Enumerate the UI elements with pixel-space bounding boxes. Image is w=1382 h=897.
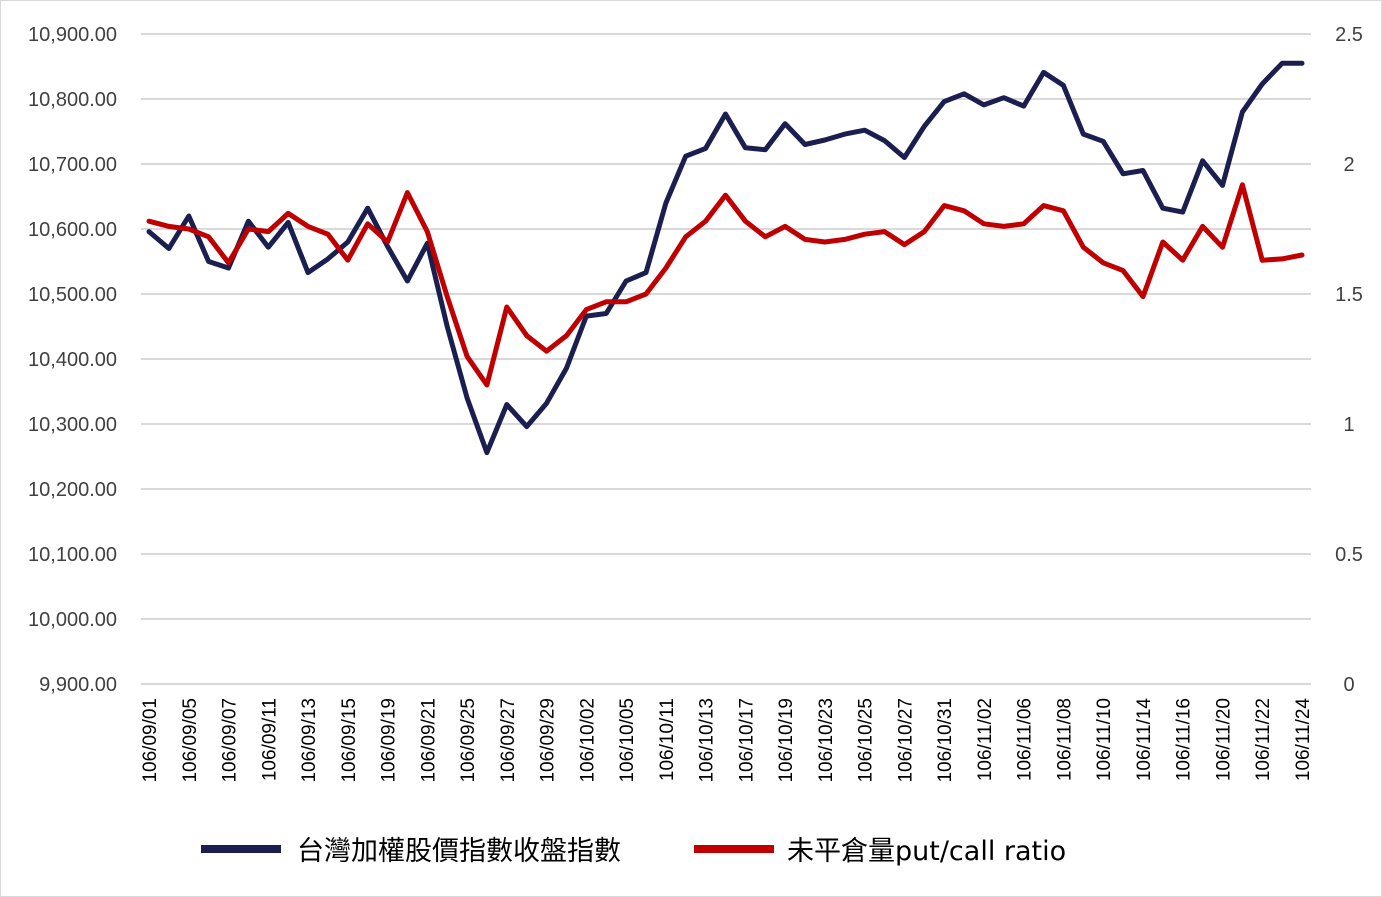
x-tick-label: 106/10/17	[736, 698, 757, 783]
legend-swatch-ratio	[694, 845, 774, 853]
series-lines	[146, 60, 1305, 456]
x-tick-label: 106/10/23	[816, 698, 837, 783]
left-tick-label: 10,900.00	[28, 24, 117, 46]
x-tick-label: 106/09/05	[180, 698, 201, 783]
x-tick-label: 106/09/13	[299, 698, 320, 783]
x-tick-label: 106/09/21	[418, 698, 439, 783]
x-tick-label: 106/09/01	[140, 698, 161, 783]
x-tick-label: 106/10/05	[617, 698, 638, 783]
left-tick-label: 10,800.00	[28, 89, 117, 111]
x-tick-label: 106/11/10	[1094, 698, 1115, 781]
series-line-index	[146, 60, 1305, 456]
x-tick-label: 106/10/31	[935, 698, 956, 783]
left-tick-label: 10,000.00	[28, 609, 117, 631]
left-tick-label: 10,200.00	[28, 479, 117, 501]
x-tick-label: 106/11/24	[1293, 698, 1314, 782]
x-tick-label: 106/10/13	[697, 698, 718, 783]
x-axis-ticks: 106/09/01 106/09/05 106/09/07 106/09/11 106/…	[140, 698, 1314, 783]
legend-label-index: 台灣加權股價指數收盤指數	[297, 836, 621, 867]
x-tick-label: 106/11/20	[1213, 698, 1234, 781]
x-tick-label: 106/10/19	[776, 698, 797, 783]
x-tick-label: 106/09/29	[538, 698, 559, 783]
right-tick-label: 1.5	[1335, 284, 1363, 306]
x-tick-label: 106/09/07	[220, 698, 241, 783]
x-tick-label: 106/11/22	[1253, 698, 1274, 781]
left-tick-label: 10,300.00	[28, 414, 117, 436]
x-tick-label: 106/11/14	[1134, 698, 1155, 782]
legend: 台灣加權股價指數收盤指數 未平倉量put/call ratio	[201, 836, 1066, 867]
legend-swatch-index	[201, 845, 281, 853]
right-tick-label: 1	[1343, 414, 1354, 436]
x-tick-label: 106/10/27	[895, 698, 916, 783]
left-tick-label: 10,500.00	[28, 284, 117, 306]
x-tick-label: 106/11/02	[975, 698, 996, 781]
x-tick-label: 106/10/02	[577, 698, 598, 783]
x-tick-label: 106/09/19	[379, 698, 400, 783]
left-tick-label: 10,100.00	[28, 544, 117, 566]
x-tick-label: 106/09/15	[339, 698, 360, 783]
left-tick-label: 10,400.00	[28, 349, 117, 371]
right-tick-label: 0.5	[1335, 544, 1363, 566]
x-tick-label: 106/11/16	[1174, 698, 1195, 781]
x-tick-label: 106/09/11	[259, 698, 280, 781]
right-tick-label: 0	[1343, 674, 1354, 696]
left-axis-ticks: 9,900.00 10,000.00 10,100.00 10,200.00 10,30…	[28, 24, 117, 696]
x-tick-label: 106/09/25	[458, 698, 479, 783]
x-tick-label: 106/11/08	[1054, 698, 1075, 781]
x-tick-label: 106/11/06	[1015, 698, 1036, 781]
series-line-ratio	[146, 182, 1305, 388]
right-tick-label: 2.5	[1335, 24, 1363, 46]
legend-label-ratio: 未平倉量put/call ratio	[787, 836, 1066, 867]
left-tick-label: 10,700.00	[28, 154, 117, 176]
x-tick-label: 106/10/25	[856, 698, 877, 783]
x-tick-label: 106/09/27	[498, 698, 519, 783]
left-tick-label: 10,600.00	[28, 219, 117, 241]
x-tick-label: 106/10/11	[657, 698, 678, 781]
right-tick-label: 2	[1343, 154, 1354, 176]
gridlines	[141, 33, 1311, 685]
right-axis-ticks: 0 0.5 1 1.5 2 2.5	[1335, 24, 1363, 696]
left-tick-label: 9,900.00	[39, 674, 117, 696]
